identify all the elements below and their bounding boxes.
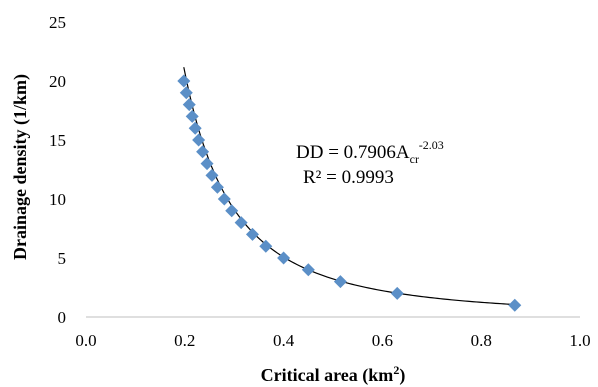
y-tick-label: 25 [49, 13, 66, 32]
plot-area: 0.0 0.2 0.4 0.6 0.8 1.0 0 5 10 15 20 25 [49, 13, 591, 350]
x-tick-label: 0.4 [273, 331, 295, 350]
equation-text: DD = 0.7906Acr-2.03 [296, 138, 444, 166]
x-axis-title-tail: ) [399, 365, 405, 386]
trendline [183, 67, 515, 306]
y-tick-label: 10 [49, 190, 66, 209]
data-point [177, 74, 191, 88]
data-point [182, 98, 196, 112]
data-point [234, 216, 248, 230]
r-squared-text: R² = 0.9993 [303, 167, 394, 188]
equation-annotation: DD = 0.7906Acr-2.03 R² = 0.9993 [296, 138, 444, 188]
data-point [245, 227, 259, 241]
data-point [333, 275, 347, 289]
data-point [225, 204, 239, 218]
data-points [177, 74, 522, 312]
x-tick-label: 0.6 [372, 331, 393, 350]
equation-prefix: DD = 0.7906A [296, 142, 410, 163]
data-point [200, 157, 214, 171]
x-tick-label: 0.0 [75, 331, 96, 350]
x-axis-title: Critical area (km2) [261, 363, 406, 386]
data-point [188, 121, 202, 135]
data-point [196, 145, 210, 159]
data-point [277, 251, 291, 265]
data-point [390, 286, 404, 300]
data-point [259, 239, 273, 253]
data-point [205, 168, 219, 182]
data-point [210, 180, 224, 194]
y-ticks: 0 5 10 15 20 25 [49, 13, 66, 327]
x-ticks: 0.0 0.2 0.4 0.6 0.8 1.0 [75, 331, 590, 350]
x-axis-title-main: Critical area (km [261, 365, 394, 386]
y-tick-label: 5 [58, 249, 67, 268]
x-tick-label: 0.2 [174, 331, 195, 350]
x-tick-label: 0.8 [471, 331, 492, 350]
y-tick-label: 15 [49, 131, 66, 150]
data-point [185, 109, 199, 123]
data-point [301, 263, 315, 277]
y-tick-label: 20 [49, 72, 66, 91]
y-tick-label: 0 [58, 308, 67, 327]
data-point [217, 192, 231, 206]
x-axis-title-sup: 2 [393, 363, 399, 377]
equation-subscript: cr [410, 152, 419, 166]
data-point [179, 86, 193, 100]
equation-exponent: -2.03 [419, 138, 444, 152]
data-point [508, 298, 522, 312]
data-point [192, 133, 206, 147]
y-axis-title: Drainage density (1/km) [10, 74, 31, 260]
x-tick-label: 1.0 [569, 331, 590, 350]
